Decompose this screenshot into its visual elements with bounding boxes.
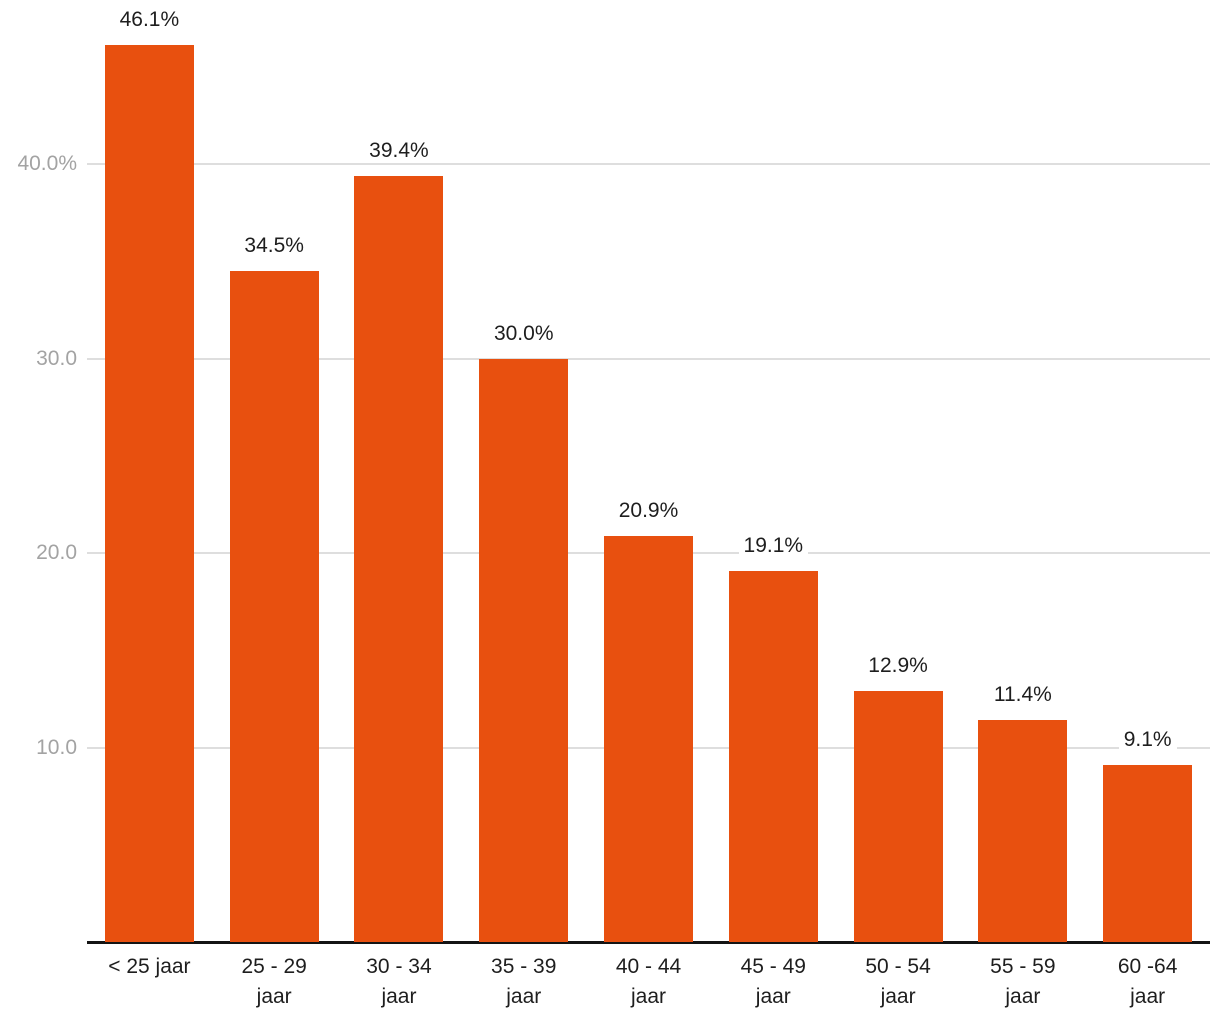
category-label: 50 - 54 jaar <box>836 952 961 1012</box>
category-label: 60 -64 jaar <box>1085 952 1210 1012</box>
bar-slot: 9.1% <box>1085 0 1210 942</box>
category-label-line1: 45 - 49 <box>740 955 806 978</box>
bar <box>853 691 943 942</box>
bar <box>1103 765 1193 942</box>
bar <box>229 271 319 942</box>
bar-slot: 11.4% <box>960 0 1085 942</box>
bar-value-label: 11.4% <box>988 683 1057 708</box>
category-label-line2: jaar <box>256 985 292 1008</box>
bar-slot: 34.5% <box>212 0 337 942</box>
bar-value-label: 46.1% <box>114 8 185 33</box>
bar-slot: 19.1% <box>711 0 836 942</box>
bar <box>104 45 194 942</box>
category-label-line1: 50 - 54 <box>865 955 931 978</box>
gridline-30: 30.0 <box>36 347 1210 370</box>
category-label: 25 - 29 jaar <box>212 952 337 1012</box>
category-label: 40 - 44 jaar <box>586 952 711 1012</box>
category-label: 30 - 34 jaar <box>337 952 462 1012</box>
category-label-line2: jaar <box>755 985 791 1008</box>
category-label: < 25 jaar <box>87 952 212 1012</box>
bar-value-label: 19.1% <box>738 533 809 558</box>
category-label-line1: < 25 jaar <box>108 955 191 978</box>
category-label-line2: jaar <box>1130 985 1166 1008</box>
gridline-40: 40.0% <box>17 152 1210 175</box>
bar <box>354 175 444 942</box>
bar <box>728 570 818 942</box>
category-label: 35 - 39 jaar <box>461 952 586 1012</box>
category-label-line1: 60 -64 <box>1117 955 1178 978</box>
category-label: 55 - 59 jaar <box>960 952 1085 1012</box>
bar-value-label: 34.5% <box>239 234 309 258</box>
category-label-line2: jaar <box>381 985 417 1008</box>
category-label-line1: 55 - 59 <box>990 955 1056 978</box>
category-label-line1: 35 - 39 <box>491 955 557 978</box>
x-axis-labels: < 25 jaar 25 - 29 jaar 30 - 34 jaar 35 -… <box>87 952 1210 1012</box>
bars-container: 46.1% 34.5% 39.4% 30.0% 20.9% 19.1% <box>87 0 1210 942</box>
bar-slot: 46.1% <box>87 0 212 942</box>
category-label-line2: jaar <box>880 985 916 1008</box>
bar-value-label: 20.9% <box>613 498 684 523</box>
category-label-line1: 40 - 44 <box>615 955 682 978</box>
bar-value-label: 12.9% <box>863 654 933 679</box>
bar-slot: 12.9% <box>836 0 961 942</box>
bar <box>604 535 694 942</box>
category-label-line1: 30 - 34 <box>366 955 432 978</box>
plot-area: 40.0% 30.0 20.0 10.0 46.1% 34.5% 39.4% <box>17 0 1210 942</box>
bar-slot: 30.0% <box>461 0 586 942</box>
bar-value-label: 9.1% <box>1118 728 1177 752</box>
y-tick-label-20: 20.0 <box>36 541 77 564</box>
bar-slot: 20.9% <box>586 0 711 942</box>
x-axis-line <box>87 941 1210 944</box>
category-label-line1: 25 - 29 <box>241 955 307 978</box>
category-label: 45 - 49 jaar <box>711 952 836 1012</box>
bar-value-label: 30.0% <box>488 321 559 346</box>
y-tick-label-10: 10.0 <box>36 735 77 759</box>
y-tick-label-30: 30.0 <box>36 346 77 370</box>
bar <box>978 720 1068 942</box>
bar-slot: 39.4% <box>337 0 462 942</box>
category-label-line2: jaar <box>506 985 542 1008</box>
y-tick-label-40: 40.0% <box>17 152 77 175</box>
category-label-line2: jaar <box>1005 985 1041 1008</box>
bar-value-label: 39.4% <box>364 138 434 163</box>
bar <box>479 358 569 942</box>
category-label-line2: jaar <box>631 985 667 1008</box>
